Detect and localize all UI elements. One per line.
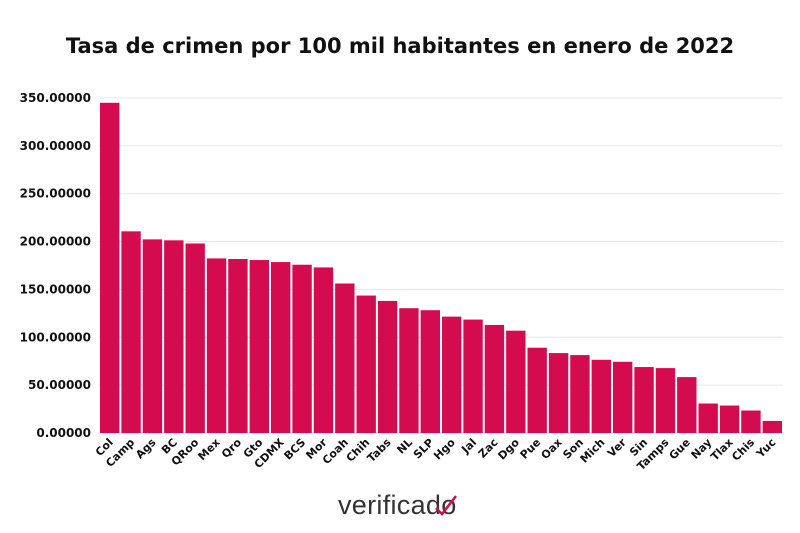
bar-Chih	[356, 295, 376, 433]
bar-Col	[100, 102, 120, 434]
x-tick-label: Oax	[539, 436, 565, 462]
x-tick-label: Yuc	[753, 436, 778, 461]
y-tick-label: 300.00000	[20, 139, 91, 153]
bar-Mex	[206, 258, 227, 433]
y-tick-label: 200.00000	[20, 235, 91, 249]
bar-Jal	[463, 319, 483, 433]
bar-Camp	[121, 231, 141, 433]
x-tick-label: Mich	[578, 436, 608, 466]
bar-NL	[399, 308, 419, 433]
x-tick-label: Zac	[476, 436, 501, 461]
bar-Tlax	[719, 405, 740, 433]
logo-text: verificado	[338, 490, 457, 520]
bar-Qro	[228, 258, 248, 433]
verificado-logo: verificado	[338, 490, 457, 521]
x-tick-label: Jal	[458, 436, 479, 457]
y-tick-label: 100.00000	[20, 330, 91, 344]
bar-Gto	[249, 260, 269, 433]
bar-BCS	[292, 264, 312, 433]
y-tick-label: 350.00000	[20, 91, 91, 105]
x-tick-label: Gue	[667, 436, 693, 462]
bar-Chis	[741, 410, 761, 433]
bar-Gue	[677, 377, 697, 433]
bar-Pue	[527, 347, 547, 433]
y-tick-label: 0.00000	[36, 426, 91, 440]
x-tick-label: BCS	[282, 436, 309, 463]
bar-Ver	[613, 361, 633, 433]
bar-Hgo	[442, 316, 462, 433]
x-tick-label: Ver	[605, 436, 629, 460]
x-tick-label: SLP	[411, 436, 436, 461]
x-tick-label: Mex	[195, 436, 222, 463]
bar-chart: 0.00000 50.00000 100.00000 150.00000 200.000…	[20, 91, 783, 473]
bar-Zac	[484, 324, 505, 433]
bar-Son	[570, 355, 590, 433]
chart-title: Tasa de crimen por 100 mil habitantes en…	[65, 34, 735, 58]
x-tick-label: Qro	[219, 436, 244, 461]
bar-Tamps	[655, 368, 676, 433]
x-tick-label: Chis	[729, 436, 757, 464]
bar-Oax	[548, 353, 569, 433]
bar-BC	[164, 240, 184, 433]
x-tick-label: Ags	[133, 436, 159, 462]
y-tick-label: 250.00000	[20, 187, 91, 201]
y-tick-label: 50.00000	[28, 378, 91, 392]
bar-CDMX	[271, 262, 291, 433]
x-tick-label: Hgo	[431, 436, 458, 463]
bar-Yuc	[762, 420, 782, 433]
bar-Dgo	[506, 330, 526, 433]
y-tick-label: 150.00000	[20, 282, 91, 296]
bar-Sin	[634, 367, 654, 433]
x-tick-label: Pue	[518, 436, 544, 462]
bar-Ags	[142, 239, 163, 433]
bar-Nay	[698, 403, 718, 433]
bar-QRoo	[185, 243, 205, 433]
x-tick-label: Tlax	[708, 436, 735, 463]
bar-Coah	[335, 283, 355, 433]
bar-SLP	[420, 310, 440, 433]
x-tick-label: Dgo	[495, 436, 522, 463]
bar-Mich	[591, 359, 611, 433]
bar-Mor	[313, 267, 334, 433]
x-tick-label: Nay	[689, 436, 715, 462]
x-tick-label: Tabs	[365, 436, 394, 465]
bar-Tabs	[377, 300, 398, 433]
